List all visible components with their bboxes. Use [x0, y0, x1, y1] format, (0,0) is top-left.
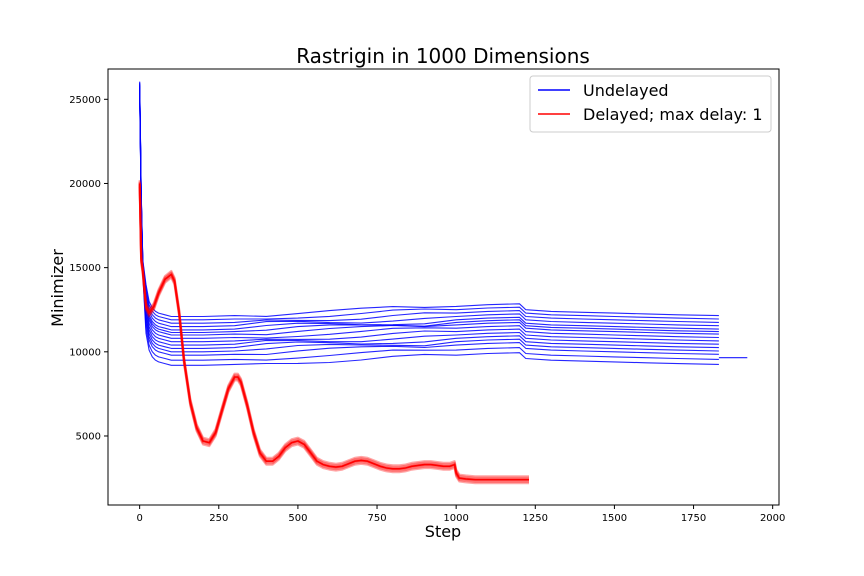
- series-undelayed-run: [139, 89, 719, 343]
- series-undelayed-run: [139, 87, 719, 336]
- series-undelayed-run: [139, 84, 719, 328]
- series-undelayed-run: [139, 96, 719, 366]
- legend: Undelayed Delayed; max delay: 1: [529, 75, 772, 133]
- x-axis-label: Step: [425, 522, 461, 541]
- series-undelayed-run: [139, 92, 719, 353]
- x-tick-label: 500: [288, 513, 307, 524]
- x-axis: 0 250 500 750 1000 1250 1500 1750 2000: [136, 505, 785, 524]
- x-tick-label: 1750: [681, 513, 706, 524]
- legend-label-undelayed: Undelayed: [583, 81, 669, 100]
- x-tick-label: 1250: [523, 513, 548, 524]
- x-tick-label: 1500: [602, 513, 627, 524]
- x-tick-label: 750: [367, 513, 386, 524]
- series-undelayed-run: [139, 91, 719, 349]
- y-tick-label: 15000: [69, 263, 101, 274]
- x-tick-label: 0: [136, 513, 142, 524]
- y-tick-label: 20000: [69, 179, 101, 190]
- y-tick-label: 10000: [69, 347, 101, 358]
- y-axis: 5000 10000 15000 20000 25000: [69, 95, 108, 442]
- series-undelayed-run: [139, 94, 719, 361]
- legend-box: [529, 75, 772, 133]
- series-layer: [138, 81, 748, 485]
- series-delayed: [138, 183, 529, 481]
- y-tick-label: 25000: [69, 95, 101, 106]
- series-undelayed-run: [139, 82, 719, 321]
- series-undelayed-run: [139, 93, 719, 356]
- series-undelayed-run: [139, 88, 719, 339]
- series-undelayed-run: [139, 81, 719, 318]
- y-tick-label: 5000: [76, 431, 101, 442]
- legend-label-delayed: Delayed; max delay: 1: [583, 105, 763, 124]
- series-undelayed-run: [139, 86, 719, 334]
- chart-title: Rastrigin in 1000 Dimensions: [296, 44, 590, 68]
- x-tick-label: 1000: [443, 513, 468, 524]
- y-axis-label: Minimizer: [48, 249, 67, 327]
- x-tick-label: 250: [209, 513, 228, 524]
- plot-frame: [107, 68, 780, 506]
- x-tick-label: 2000: [760, 513, 785, 524]
- series-undelayed-run: [139, 85, 719, 331]
- series-undelayed-run: [139, 90, 719, 346]
